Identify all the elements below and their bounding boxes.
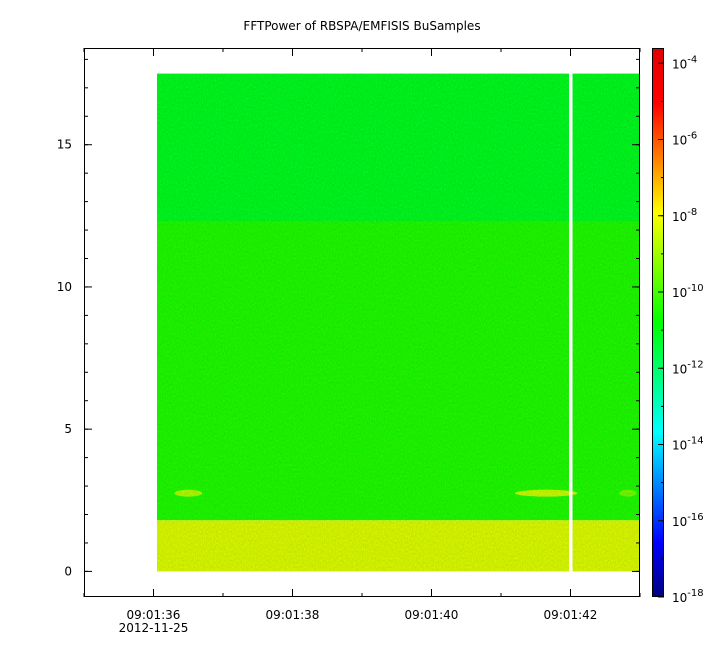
heatmap-cells xyxy=(156,73,640,572)
x-tick-label: 09:01:42 xyxy=(544,608,598,622)
colorbar-gradient xyxy=(652,48,664,597)
chart-title: FFTPower of RBSPA/EMFISIS BuSamples xyxy=(243,19,480,33)
colorbar-tick-label: 10-4 xyxy=(672,54,697,71)
y-tick-label: 10 xyxy=(57,280,72,294)
data-gap xyxy=(569,72,573,573)
y-tick-label: 0 xyxy=(64,564,72,578)
heatmap-band-2 xyxy=(156,73,640,222)
plot-area xyxy=(84,48,640,597)
colorbar-tick-label: 10-12 xyxy=(672,359,704,376)
colorbar-tick-label: 10-14 xyxy=(672,436,704,453)
emission-feature-0 xyxy=(174,489,203,497)
y-axis: 0 5 10 15 xyxy=(57,58,640,578)
colorbar-tick-label: 10-8 xyxy=(672,207,697,224)
y-tick-label: 15 xyxy=(57,138,72,152)
x-tick-label: 09:01:40 xyxy=(405,608,459,622)
colorbar-tick-label: 10-16 xyxy=(672,512,704,529)
colorbar-tick-label: 10-10 xyxy=(672,283,704,300)
emission-feature-2 xyxy=(619,489,637,497)
heatmap-band-1 xyxy=(156,221,640,521)
x-tick-date-label: 2012-11-25 xyxy=(119,621,189,635)
colorbar: 10-4 10-6 10-8 10-10 10-12 10-14 10-16 10-18 xyxy=(652,48,704,605)
colorbar-tick-label: 10-18 xyxy=(672,588,704,605)
y-tick-label: 5 xyxy=(64,422,72,436)
x-tick-label: 09:01:38 xyxy=(266,608,320,622)
heatmap-band-0 xyxy=(156,520,640,572)
emission-feature-1 xyxy=(514,489,578,497)
colorbar-tick-label: 10-6 xyxy=(672,131,697,148)
x-tick-label: 09:01:36 xyxy=(127,608,181,622)
